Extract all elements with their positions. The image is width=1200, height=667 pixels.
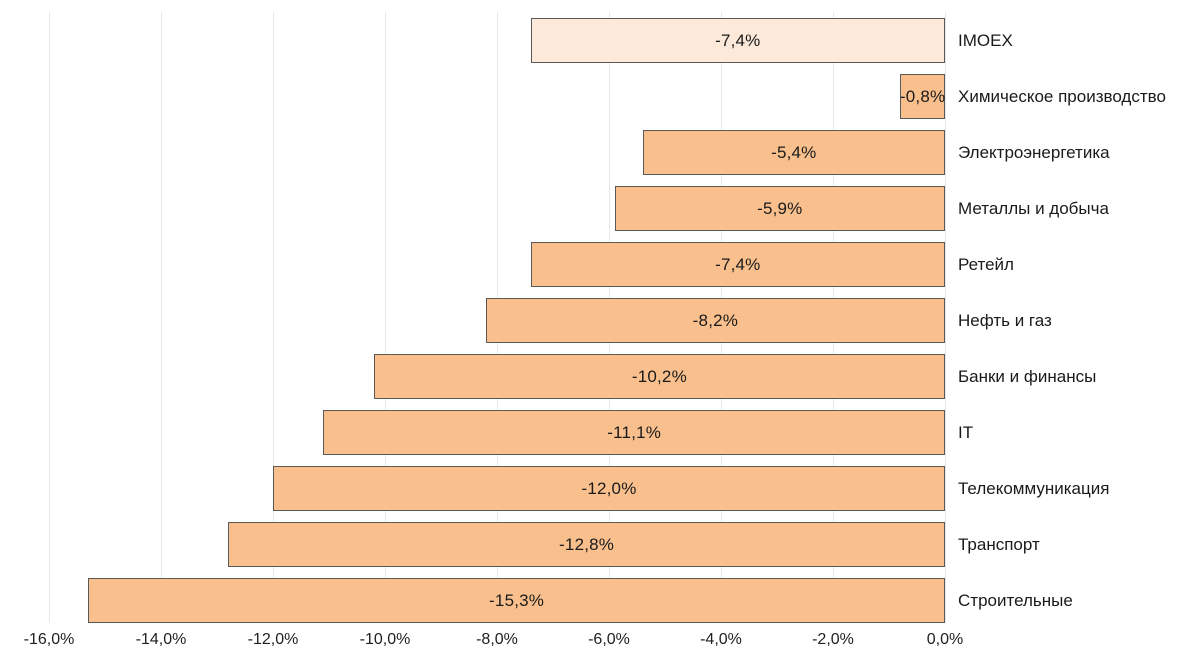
bar-value-label: -11,1% [607,422,662,442]
bar-value-label: -12,0% [581,478,637,498]
x-gridline [273,12,274,623]
category-label: Банки и финансы [958,367,1097,386]
x-gridline [385,12,386,623]
x-axis-tick-label: -10,0% [359,631,411,648]
x-gridline [945,12,946,623]
x-axis-tick-label: -16,0% [23,631,75,648]
bar-value-label: -12,8% [559,534,615,554]
bar-imoex: -7,4% [530,18,945,63]
category-label: IT [958,423,974,442]
x-axis-tick-label: -12,0% [247,631,299,648]
bar-sector: -5,4% [642,130,945,175]
x-axis-tick-label: 0,0% [926,631,964,648]
bar-value-label: -7,4% [715,30,761,50]
bar-value-label: -5,4% [771,142,817,162]
x-axis-tick-label: -6,0% [588,631,630,648]
bar-sector: -5,9% [614,186,945,231]
bar-sector: -8,2% [485,298,945,343]
category-label: Химическое производство [958,87,1166,106]
bar-sector: -10,2% [373,354,945,399]
x-axis-tick-label: -8,0% [476,631,518,648]
bar-value-label: -8,2% [692,310,739,330]
category-label: Транспорт [958,535,1040,554]
bar-value-label: -5,9% [757,198,803,218]
bar-sector: -11,1% [323,410,945,455]
category-label: Телекоммуникация [958,479,1110,498]
x-axis-tick-label: -2,0% [812,631,854,648]
category-label: Металлы и добыча [958,199,1109,218]
category-label: Строительные [958,591,1073,610]
category-label: Электроэнергетика [958,143,1110,162]
bar-value-label: -0,8% [899,86,946,106]
bar-sector: -0,8% [900,74,945,119]
category-label: IMOEX [958,31,1013,50]
bar-sector: -12,0% [273,466,945,511]
x-gridline [49,12,50,623]
bar-sector: -15,3% [88,578,945,623]
bar-value-label: -7,4% [715,254,761,274]
bar-value-label: -10,2% [631,366,687,386]
category-label: Ретейл [958,255,1014,274]
x-gridline [161,12,162,623]
x-axis-tick-label: -14,0% [135,631,187,648]
category-label: Нефть и газ [958,311,1052,330]
bar-value-label: -15,3% [489,590,545,610]
x-axis-tick-label: -4,0% [700,631,742,648]
bar-sector: -12,8% [228,522,945,567]
bar-sector: -7,4% [530,242,945,287]
